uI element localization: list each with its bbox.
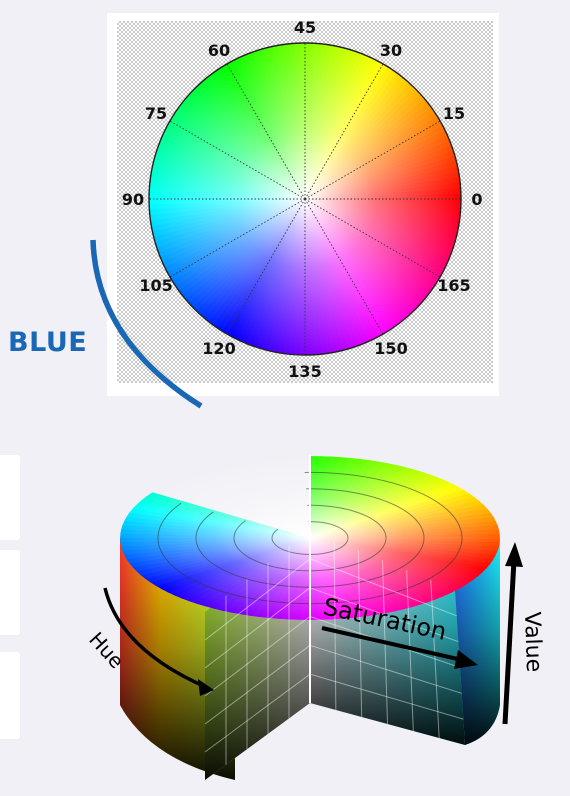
hue-angle-label-135: 135	[288, 362, 321, 381]
hue-divider-30	[304, 63, 384, 200]
cylinder-right-wall-shade	[450, 538, 500, 745]
side-card-2	[0, 550, 20, 635]
blue-label: BLUE	[8, 327, 88, 358]
hue-divider-75	[169, 120, 306, 200]
saturation-rings	[157, 455, 463, 703]
hue-angle-label-15: 15	[443, 104, 465, 123]
hue-angle-label-0: 0	[471, 190, 482, 209]
value-label: Value	[519, 611, 546, 672]
saturation-arrow	[321, 626, 463, 662]
hue-divider-120	[226, 198, 306, 335]
hue-angle-label-75: 75	[145, 104, 167, 123]
value-arrow	[502, 559, 517, 725]
hue-angle-label-90: 90	[122, 190, 144, 209]
value-arrowhead	[505, 542, 523, 567]
hue-divider-60	[226, 63, 306, 200]
hue-wheel-panel: 0 15 30 45 60 75 90 105 120 135 150 165	[107, 13, 499, 396]
side-card-3	[0, 652, 20, 739]
hue-angle-label-30: 30	[380, 41, 402, 60]
hue-angle-label-150: 150	[374, 339, 407, 358]
hue-angle-label-45: 45	[294, 18, 316, 37]
hue-angle-label-165: 165	[437, 276, 470, 295]
saturation-arrowhead	[454, 650, 478, 669]
cylinder-top-face	[120, 456, 500, 620]
side-card-1	[0, 455, 20, 540]
hue-divider-165	[304, 198, 441, 278]
hue-arrowhead	[198, 679, 214, 696]
hue-angle-label-60: 60	[208, 41, 230, 60]
hue-divider-150	[304, 198, 384, 335]
hue-wheel-outline	[148, 42, 462, 356]
hue-divider-15	[304, 120, 441, 200]
hue-arrow	[103, 587, 209, 690]
hue-angle-label-120: 120	[202, 339, 235, 358]
hue-divider-lines	[149, 43, 461, 355]
